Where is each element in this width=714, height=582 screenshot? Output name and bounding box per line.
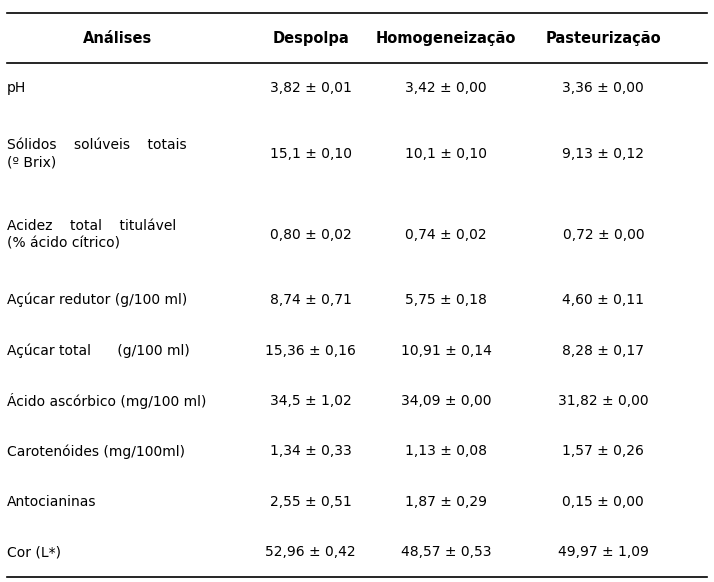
Text: Carotenóides (mg/100ml): Carotenóides (mg/100ml) [7, 444, 185, 459]
Text: 15,36 ± 0,16: 15,36 ± 0,16 [265, 343, 356, 357]
Text: 52,96 ± 0,42: 52,96 ± 0,42 [266, 545, 356, 559]
Text: 15,1 ± 0,10: 15,1 ± 0,10 [270, 147, 351, 161]
Text: 34,09 ± 0,00: 34,09 ± 0,00 [401, 394, 491, 408]
Text: 1,57 ± 0,26: 1,57 ± 0,26 [563, 444, 644, 459]
Text: 8,28 ± 0,17: 8,28 ± 0,17 [563, 343, 644, 357]
Text: Cor (L*): Cor (L*) [7, 545, 61, 559]
Text: 0,74 ± 0,02: 0,74 ± 0,02 [406, 228, 487, 242]
Text: Açúcar redutor (g/100 ml): Açúcar redutor (g/100 ml) [7, 293, 187, 307]
Text: 48,57 ± 0,53: 48,57 ± 0,53 [401, 545, 491, 559]
Text: Antocianinas: Antocianinas [7, 495, 96, 509]
Text: 10,1 ± 0,10: 10,1 ± 0,10 [406, 147, 487, 161]
Text: 0,80 ± 0,02: 0,80 ± 0,02 [270, 228, 351, 242]
Text: 49,97 ± 1,09: 49,97 ± 1,09 [558, 545, 649, 559]
Text: 5,75 ± 0,18: 5,75 ± 0,18 [406, 293, 487, 307]
Text: 0,15 ± 0,00: 0,15 ± 0,00 [563, 495, 644, 509]
Text: Homogeneização: Homogeneização [376, 30, 516, 45]
Text: 3,42 ± 0,00: 3,42 ± 0,00 [406, 81, 487, 95]
Text: Pasteurização: Pasteurização [545, 30, 661, 45]
Text: (% ácido cítrico): (% ácido cítrico) [7, 236, 120, 250]
Text: pH: pH [7, 81, 26, 95]
Text: 9,13 ± 0,12: 9,13 ± 0,12 [563, 147, 644, 161]
Text: Ácido ascórbico (mg/100 ml): Ácido ascórbico (mg/100 ml) [7, 393, 206, 409]
Text: Análises: Análises [84, 30, 152, 45]
Text: 34,5 ± 1,02: 34,5 ± 1,02 [270, 394, 351, 408]
Text: Acidez    total    titulável: Acidez total titulável [7, 219, 176, 233]
Text: 10,91 ± 0,14: 10,91 ± 0,14 [401, 343, 492, 357]
Text: 0,72 ± 0,00: 0,72 ± 0,00 [563, 228, 644, 242]
Text: 3,82 ± 0,01: 3,82 ± 0,01 [270, 81, 351, 95]
Text: Açúcar total      (g/100 ml): Açúcar total (g/100 ml) [7, 343, 190, 358]
Text: 4,60 ± 0,11: 4,60 ± 0,11 [563, 293, 644, 307]
Text: 1,34 ± 0,33: 1,34 ± 0,33 [270, 444, 351, 459]
Text: 1,87 ± 0,29: 1,87 ± 0,29 [406, 495, 487, 509]
Text: 8,74 ± 0,71: 8,74 ± 0,71 [270, 293, 351, 307]
Text: 2,55 ± 0,51: 2,55 ± 0,51 [270, 495, 351, 509]
Text: 1,13 ± 0,08: 1,13 ± 0,08 [406, 444, 487, 459]
Text: 31,82 ± 0,00: 31,82 ± 0,00 [558, 394, 648, 408]
Text: Despolpa: Despolpa [272, 30, 349, 45]
Text: 3,36 ± 0,00: 3,36 ± 0,00 [563, 81, 644, 95]
Text: (º Brix): (º Brix) [7, 156, 56, 170]
Text: Sólidos    solúveis    totais: Sólidos solúveis totais [7, 138, 187, 152]
